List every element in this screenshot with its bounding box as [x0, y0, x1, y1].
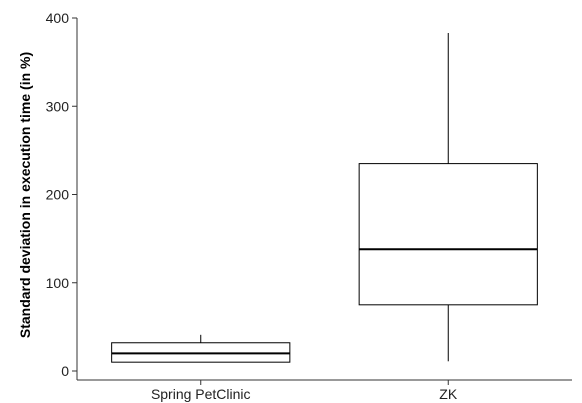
x-tick-label: ZK	[439, 386, 458, 402]
y-tick-label: 100	[46, 275, 70, 291]
box-series	[111, 33, 538, 363]
y-axis-title: Standard deviation in execution time (in…	[17, 52, 33, 338]
y-axis: 0 100 200 300 400	[46, 10, 78, 380]
x-tick-label: Spring PetClinic	[151, 386, 251, 402]
box-zk	[358, 33, 538, 362]
y-tick-label: 300	[46, 98, 70, 114]
box-rect	[358, 163, 538, 306]
box-spring-petclinic	[111, 334, 291, 363]
y-tick-label: 0	[61, 363, 69, 379]
x-axis: Spring PetClinic ZK	[77, 379, 572, 402]
y-tick-label: 200	[46, 187, 70, 203]
y-tick-label: 400	[46, 10, 70, 26]
